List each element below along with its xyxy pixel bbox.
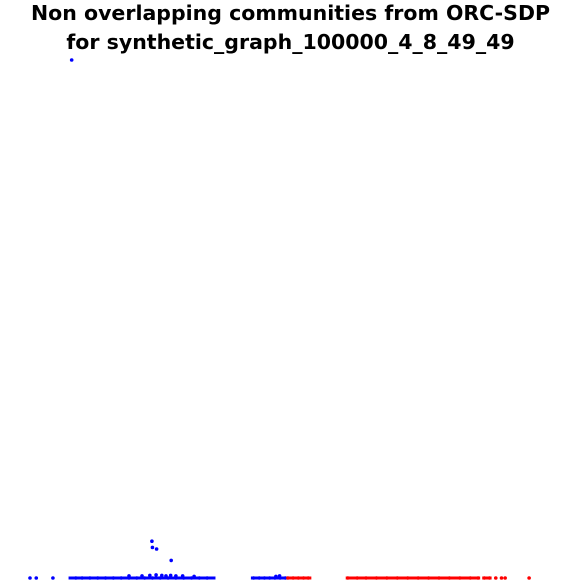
- data-point-s0-43: [274, 574, 278, 579]
- data-point-s1-21: [493, 576, 498, 580]
- data-point-s0-20: [197, 576, 202, 580]
- data-point-s0-25: [154, 573, 158, 577]
- data-point-s0-26: [160, 573, 164, 578]
- data-point-s0-39: [267, 576, 272, 580]
- data-point-s1-23: [503, 576, 507, 580]
- data-point-s0-19: [189, 576, 194, 580]
- data-point-s1-6: [355, 576, 359, 580]
- data-point-s0-32: [150, 539, 154, 544]
- data-point-s0-36: [251, 576, 256, 580]
- data-point-s0-4: [74, 576, 78, 580]
- data-point-s0-23: [140, 574, 144, 578]
- data-point-s0-3: [51, 576, 55, 580]
- data-point-s1-19: [482, 576, 487, 580]
- data-point-s1-18: [476, 576, 480, 580]
- data-point-s0-12: [135, 576, 139, 580]
- data-point-s0-13: [142, 576, 147, 580]
- data-point-s0-44: [277, 574, 282, 578]
- data-point-s1-1: [291, 576, 295, 580]
- data-point-s0-1: [28, 576, 32, 580]
- data-point-s0-35: [169, 558, 173, 563]
- data-point-s0-8: [103, 576, 108, 580]
- data-point-s1-14: [437, 576, 441, 580]
- data-point-s0-24: [148, 573, 152, 578]
- data-point-s1-7: [364, 576, 368, 580]
- data-point-s1-3: [301, 576, 306, 580]
- data-point-s0-15: [158, 576, 163, 580]
- data-point-s1-12: [416, 576, 420, 580]
- data-point-s1-20: [487, 576, 492, 580]
- data-point-s1-5: [346, 576, 350, 580]
- data-point-s0-42: [283, 576, 288, 580]
- data-point-s1-10: [395, 576, 400, 580]
- chart-title-line-1: Non overlapping communities from ORC-SDP: [31, 1, 550, 25]
- data-point-s0-30: [180, 574, 185, 578]
- data-point-s1-9: [385, 576, 389, 580]
- data-point-s0-27: [164, 574, 168, 578]
- data-point-s0-2: [34, 576, 39, 580]
- data-point-s0-21: [205, 576, 209, 580]
- data-point-s1-22: [499, 576, 504, 580]
- data-point-s0-33: [150, 545, 155, 550]
- data-point-s0-10: [119, 576, 123, 580]
- data-point-s0-38: [262, 576, 267, 580]
- data-point-s0-37: [257, 576, 262, 580]
- data-point-s0-5: [80, 576, 84, 580]
- data-point-s0-28: [168, 573, 173, 578]
- data-point-s1-15: [447, 576, 452, 580]
- data-point-s0-0: [69, 58, 74, 62]
- data-point-s1-24: [527, 576, 531, 580]
- data-point-s1-2: [296, 576, 301, 580]
- data-point-s0-34: [154, 547, 159, 551]
- data-point-s0-6: [88, 576, 92, 580]
- data-point-s0-31: [192, 574, 196, 579]
- data-point-s0-7: [95, 576, 100, 580]
- data-point-s1-17: [468, 576, 473, 580]
- data-point-s0-22: [127, 574, 131, 578]
- data-point-s1-0: [286, 576, 290, 580]
- data-point-s0-9: [111, 576, 116, 580]
- data-point-s0-29: [174, 574, 178, 578]
- data-point-s0-14: [150, 576, 155, 580]
- data-point-s1-16: [458, 576, 462, 580]
- data-point-s1-8: [374, 576, 379, 580]
- data-point-s1-13: [426, 576, 431, 580]
- data-point-s1-4: [306, 576, 311, 580]
- plot-area: [28, 58, 531, 580]
- chart-title-line-2: for synthetic_graph_100000_4_8_49_49: [66, 30, 514, 54]
- data-point-s1-11: [405, 576, 410, 580]
